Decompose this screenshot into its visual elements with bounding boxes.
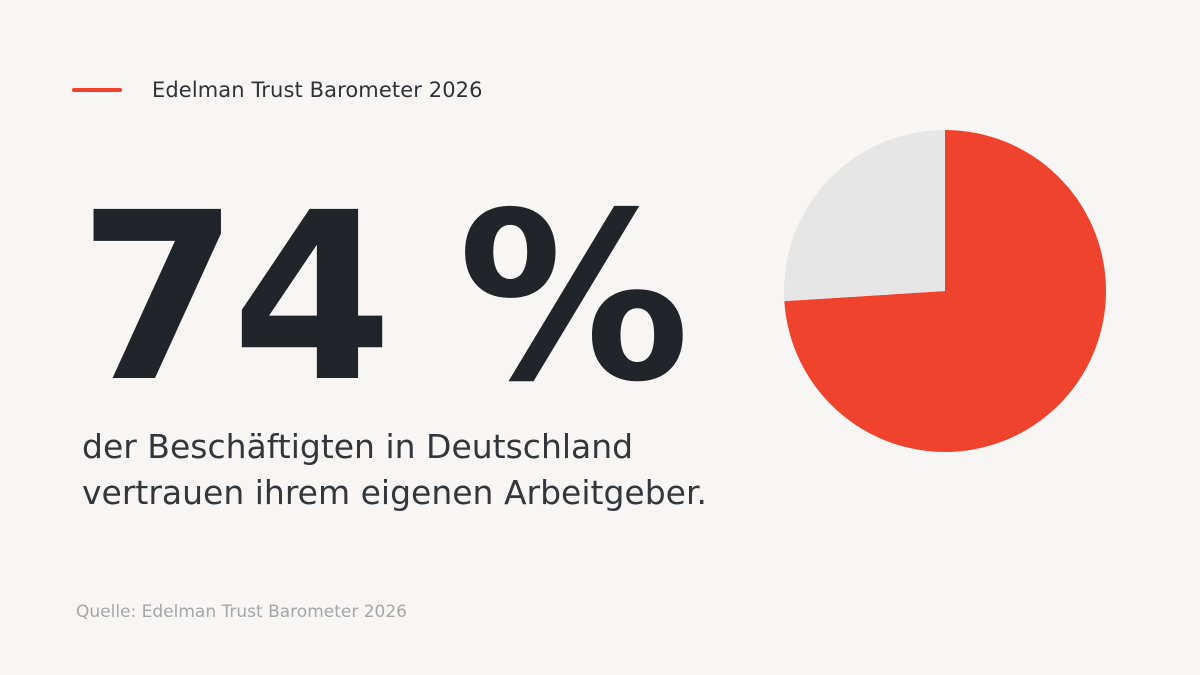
pie-slices (784, 130, 1106, 452)
source-note: Quelle: Edelman Trust Barometer 2026 (76, 602, 407, 622)
description-line-2: vertrauen ihrem eigenen Arbeitgeber. (82, 473, 707, 512)
accent-line (72, 88, 122, 92)
pie-slice-value (784, 130, 1106, 452)
headline-percentage: 74 % (78, 163, 690, 433)
description-line-1: der Beschäftigten in Deutschland (82, 427, 634, 466)
pie-chart (784, 130, 1106, 452)
headline-description: der Beschäftigten in Deutschland vertrau… (82, 424, 722, 516)
header-kicker: Edelman Trust Barometer 2026 (152, 78, 483, 102)
pie-slice-remainder (784, 130, 945, 302)
